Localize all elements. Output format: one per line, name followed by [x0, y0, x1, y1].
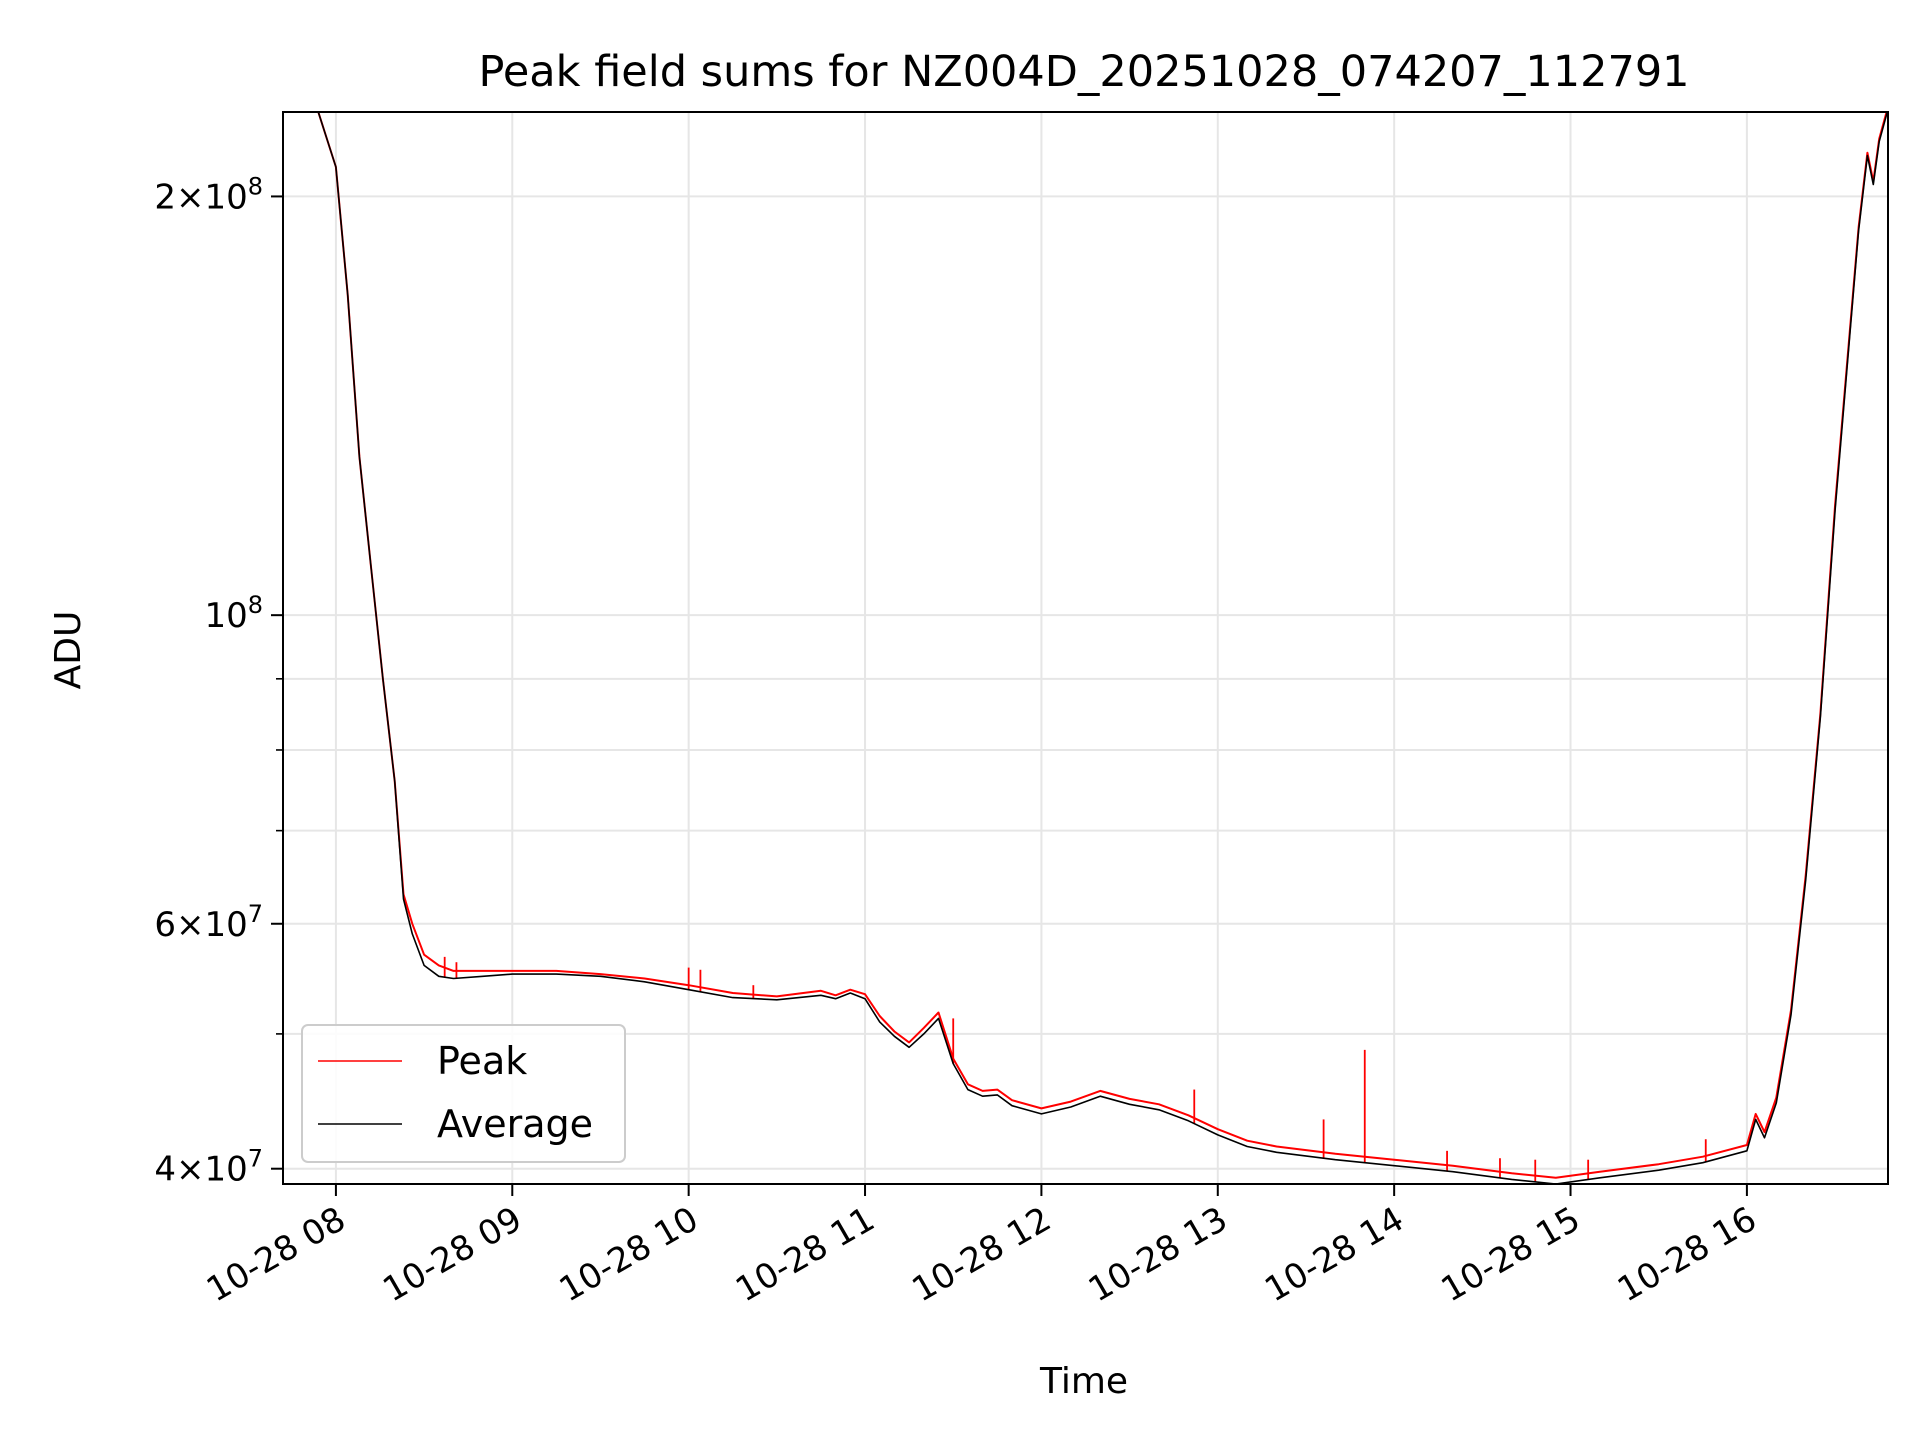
plot-frame	[282, 111, 1889, 1185]
series-line-peak	[317, 112, 1888, 1179]
y-tick-label: 6×107	[154, 900, 263, 945]
series-layer	[317, 112, 1888, 1184]
y-tick-label: 4×107	[154, 1145, 263, 1190]
legend-box	[301, 1024, 626, 1163]
y-axis: 4×107 6×107 108 2×108	[154, 172, 283, 1190]
legend-label-average: Average	[437, 1102, 593, 1146]
legend-label-peak: Peak	[437, 1039, 527, 1083]
chart-title: Peak field sums for NZ004D_20251028_0742…	[478, 47, 1689, 97]
legend: Peak Average	[301, 1024, 626, 1163]
y-axis-title: ADU	[48, 611, 89, 690]
x-axis-title: Time	[1039, 1361, 1128, 1402]
y-tick-label: 2×108	[154, 172, 263, 217]
y-tick-label: 108	[204, 591, 263, 636]
series-line-average	[317, 112, 1888, 1184]
